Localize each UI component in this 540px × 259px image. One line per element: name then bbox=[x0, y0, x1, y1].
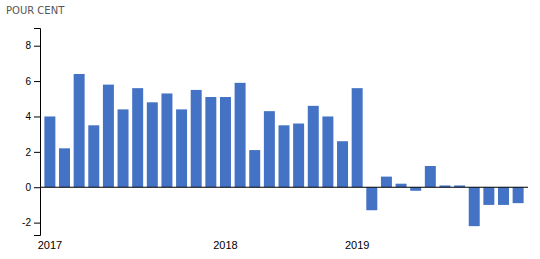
bar bbox=[352, 88, 363, 187]
bar bbox=[322, 116, 333, 187]
bars bbox=[44, 74, 523, 226]
bar bbox=[74, 74, 85, 187]
bar bbox=[147, 102, 158, 187]
x-tick-label: 2017 bbox=[38, 239, 62, 251]
y-tick: 0 bbox=[25, 182, 40, 193]
y-tick-mark bbox=[34, 187, 40, 188]
bar bbox=[176, 109, 187, 187]
bar bbox=[44, 116, 55, 187]
bar bbox=[337, 141, 348, 187]
bar bbox=[425, 166, 436, 187]
y-axis-line bbox=[34, 29, 41, 236]
y-tick: 2 bbox=[25, 147, 40, 158]
bar bbox=[381, 177, 392, 188]
bar bbox=[469, 187, 480, 226]
bar bbox=[308, 106, 319, 187]
bar bbox=[498, 187, 509, 205]
y-tick: 6 bbox=[25, 76, 40, 87]
bar bbox=[249, 150, 260, 187]
bar bbox=[235, 83, 246, 187]
y-tick-mark bbox=[34, 81, 40, 82]
y-tick: 4 bbox=[25, 111, 40, 122]
y-tick-label: 6 bbox=[25, 76, 31, 87]
x-axis: 2017 2018 2019 bbox=[38, 235, 370, 251]
bar bbox=[483, 187, 494, 205]
x-tick: 2018 bbox=[213, 235, 237, 251]
y-tick: 8 bbox=[25, 40, 40, 51]
zero-line bbox=[40, 187, 528, 188]
plot: -2 0 2 4 6 8 2017 2018 2019 bbox=[22, 29, 528, 251]
y-tick: -2 bbox=[22, 217, 40, 228]
bar bbox=[293, 124, 304, 188]
y-axis-label: POUR CENT bbox=[6, 5, 65, 16]
bar bbox=[264, 111, 275, 187]
bar bbox=[59, 148, 70, 187]
chart: -2 0 2 4 6 8 2017 2018 2019 POUR CENT bbox=[0, 0, 540, 259]
y-tick-label: -2 bbox=[22, 217, 31, 228]
bar bbox=[220, 97, 231, 187]
x-tick: 2017 bbox=[38, 235, 62, 251]
y-tick-mark bbox=[34, 46, 40, 47]
x-tick-label: 2018 bbox=[213, 239, 237, 251]
bar bbox=[205, 97, 216, 187]
x-tick: 2019 bbox=[345, 235, 369, 251]
bar bbox=[132, 88, 143, 187]
y-tick-mark bbox=[34, 116, 40, 117]
bar bbox=[279, 125, 290, 187]
y-tick-label: 8 bbox=[25, 40, 31, 51]
bar bbox=[513, 187, 524, 203]
y-tick-label: 0 bbox=[25, 182, 31, 193]
y-axis: -2 0 2 4 6 8 bbox=[22, 29, 40, 236]
y-tick-mark bbox=[34, 223, 40, 224]
bar bbox=[118, 109, 129, 187]
y-tick-label: 2 bbox=[25, 147, 31, 158]
bar bbox=[88, 125, 99, 187]
y-tick-label: 4 bbox=[25, 111, 31, 122]
bar bbox=[191, 90, 202, 187]
y-tick-mark bbox=[34, 152, 40, 153]
x-tick-label: 2019 bbox=[345, 239, 369, 251]
bar bbox=[366, 187, 377, 210]
bar bbox=[161, 93, 172, 187]
bar bbox=[103, 85, 114, 188]
